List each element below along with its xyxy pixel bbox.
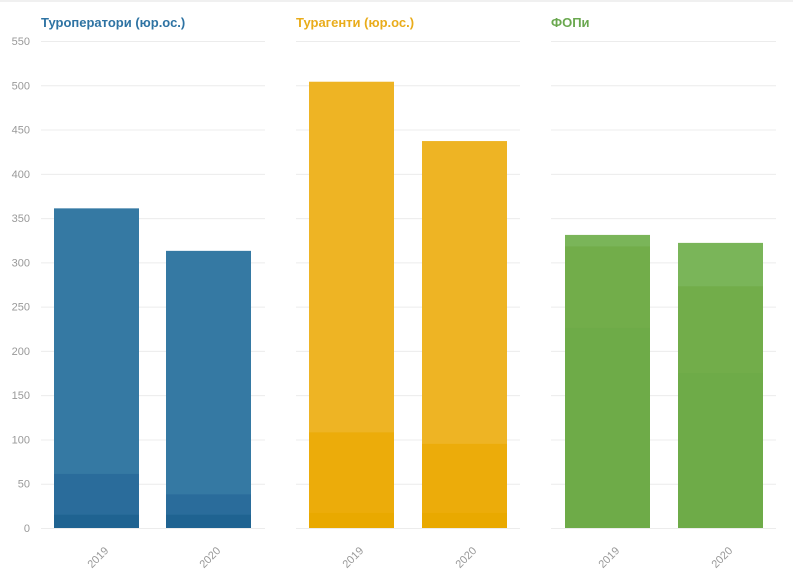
y-tick-label: 0	[24, 523, 30, 535]
top-divider	[0, 0, 793, 2]
x-tick-label: 2020	[709, 545, 735, 571]
y-tick-label: 350	[12, 213, 30, 225]
bar	[166, 514, 251, 528]
y-tick-label: 50	[18, 479, 30, 491]
bar	[565, 327, 650, 528]
panel-title: Турагенти (юр.ос.)	[296, 15, 414, 30]
y-tick-label: 500	[12, 80, 30, 92]
bar	[309, 512, 394, 528]
x-tick-label: 2020	[453, 545, 479, 571]
bar	[422, 512, 507, 528]
x-tick-label: 2020	[197, 545, 223, 571]
y-tick-label: 400	[12, 169, 30, 181]
y-tick-label: 550	[12, 36, 30, 48]
y-tick-label: 250	[12, 302, 30, 314]
y-tick-label: 150	[12, 390, 30, 402]
bar	[309, 432, 394, 528]
bar	[166, 250, 251, 528]
y-tick-label: 300	[12, 257, 30, 269]
y-tick-label: 100	[12, 434, 30, 446]
y-tick-label: 200	[12, 346, 30, 358]
x-tick-label: 2019	[85, 545, 111, 571]
y-tick-label: 450	[12, 125, 30, 137]
panel-title: Туроператори (юр.ос.)	[41, 15, 185, 30]
bar	[678, 373, 763, 528]
x-tick-label: 2019	[596, 545, 622, 571]
x-tick-label: 2019	[340, 545, 366, 571]
panel-title: ФОПи	[551, 15, 590, 30]
bar	[54, 514, 139, 528]
